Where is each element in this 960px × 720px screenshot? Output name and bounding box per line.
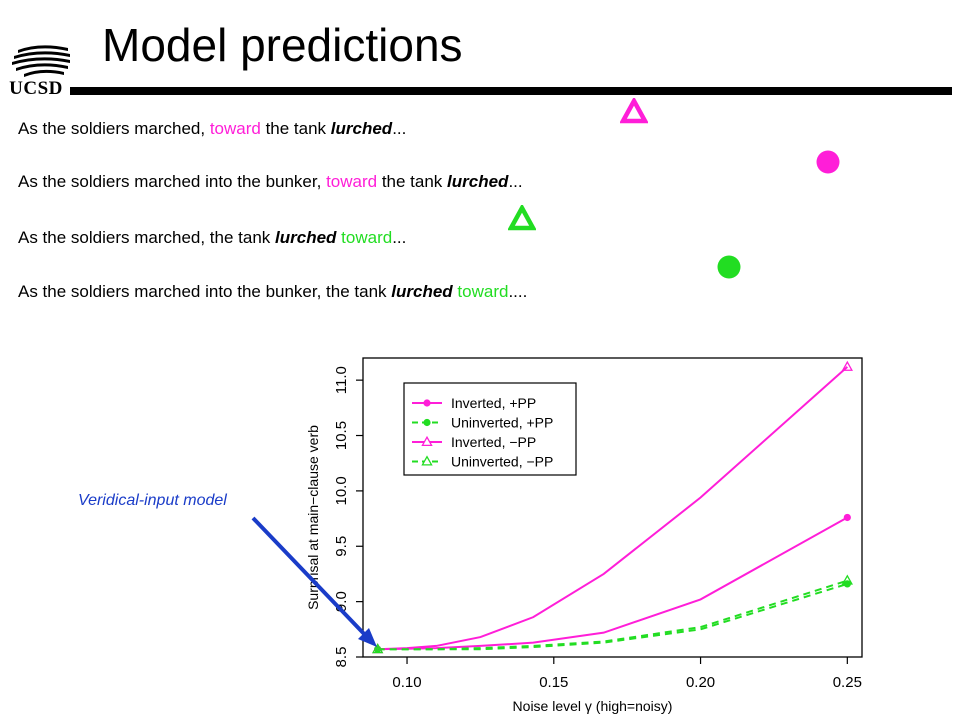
sentence-3-adverb: toward — [341, 228, 393, 247]
y-tick-label: 11.0 — [333, 366, 350, 394]
series-point-triangle — [372, 643, 384, 654]
sentence-2-pre: As the soldiers marched into the bunker, — [18, 172, 327, 191]
legend-marker-circle — [423, 399, 431, 407]
green-triangle-marker-icon — [508, 205, 536, 231]
legend-label: Inverted, −PP — [451, 434, 536, 450]
x-axis-label: Noise level γ (high=noisy) — [513, 698, 673, 714]
plot-frame — [362, 357, 863, 658]
legend-marker-circle — [423, 418, 431, 427]
sentence-1-post: ... — [392, 119, 407, 138]
sentence-2-post: ... — [508, 172, 523, 191]
sentence-4-adverb: toward — [457, 282, 509, 301]
series-point-circle — [843, 513, 851, 522]
sentence-3: As the soldiers marched, the tank lurche… — [18, 228, 406, 248]
x-tick-label: 0.20 — [686, 674, 715, 691]
ucsd-wave-logo-icon — [12, 45, 70, 77]
sentence-2-adverb: toward — [326, 172, 378, 191]
sentence-1-mid: the tank — [260, 119, 331, 138]
green-circle-marker-icon — [717, 255, 741, 279]
sentence-3-verb: lurched — [275, 228, 337, 247]
slide-title: Model predictions — [102, 19, 463, 71]
y-axis-label: Surprisal at main−clause verb — [305, 425, 321, 610]
sentence-2: As the soldiers marched into the bunker,… — [18, 172, 523, 192]
sentence-3-pre: As the soldiers marched, the tank — [18, 228, 276, 247]
sentence-4-verb: lurched — [391, 282, 453, 301]
sentence-1-adverb: toward — [209, 119, 261, 138]
magenta-triangle-marker-icon — [620, 98, 648, 124]
series-line-2 — [377, 582, 848, 651]
y-tick-label: 9.5 — [333, 536, 350, 557]
sentence-1: As the soldiers marched, toward the tank… — [18, 119, 406, 139]
legend-marker-triangle — [421, 455, 433, 466]
veridical-input-annotation: Veridical-input model — [78, 492, 227, 509]
sentence-2-verb: lurched — [447, 172, 509, 191]
logo-text: UCSD — [9, 78, 63, 99]
annotation-arrow — [251, 516, 377, 647]
legend-box — [403, 382, 577, 476]
legend-label: Inverted, +PP — [451, 395, 536, 411]
series-line-4 — [377, 579, 848, 651]
x-tick-label: 0.10 — [392, 674, 421, 691]
y-tick-label: 10.0 — [333, 476, 350, 505]
legend-label: Uninverted, −PP — [451, 454, 553, 470]
series-line-1 — [377, 516, 848, 651]
sentence-1-pre: As the soldiers marched, — [18, 119, 210, 138]
series-point-triangle — [841, 574, 853, 585]
title-rule — [70, 87, 952, 95]
sentence-4: As the soldiers marched into the bunker,… — [18, 282, 527, 302]
sentence-2-mid: the tank — [377, 172, 448, 191]
x-tick-label: 0.15 — [539, 674, 568, 691]
sentence-1-verb: lurched — [330, 119, 393, 138]
y-tick-label: 10.5 — [333, 421, 350, 450]
sentence-3-post: ... — [392, 228, 407, 247]
x-tick-label: 0.25 — [833, 674, 862, 691]
sentence-4-post: .... — [508, 282, 528, 301]
series-point-triangle — [841, 360, 853, 371]
magenta-circle-marker-icon — [816, 150, 840, 174]
y-tick-label: 8.5 — [333, 647, 350, 668]
legend-label: Uninverted, +PP — [451, 415, 553, 431]
series-line-3 — [377, 366, 848, 651]
sentence-4-pre: As the soldiers marched into the bunker,… — [18, 282, 392, 301]
legend-marker-triangle — [421, 435, 433, 447]
